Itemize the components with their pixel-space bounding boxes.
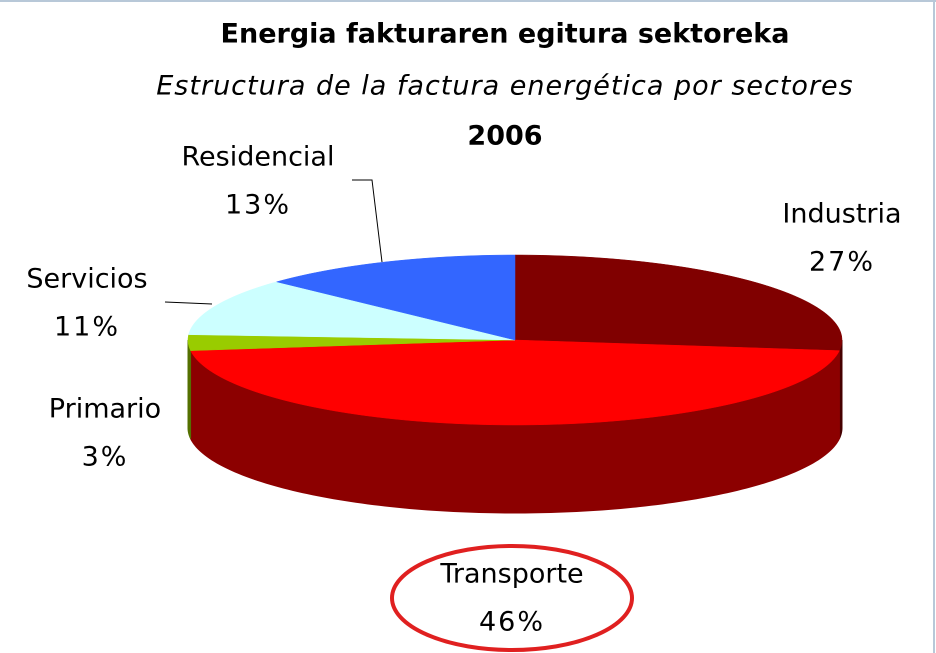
- highlight-ring: [390, 544, 634, 652]
- pie: [187, 254, 843, 514]
- leader-line: [164, 301, 213, 305]
- chart-subtitle: Estructura de la factura energética por …: [156, 71, 853, 102]
- slice-value-label: 3%: [82, 442, 129, 473]
- slice-label: Industria: [782, 199, 901, 230]
- slice-value-label: 13%: [225, 190, 291, 221]
- slice-value-label: 46%: [479, 607, 545, 638]
- chart-year: 2006: [467, 121, 542, 152]
- leader-line: [352, 179, 383, 263]
- slice: [190, 339, 840, 426]
- slice-label: Transporte: [439, 559, 583, 590]
- slice: [276, 254, 516, 341]
- slice-value-label: 27%: [809, 247, 875, 278]
- slice-label: Residencial: [182, 142, 335, 173]
- slice: [188, 281, 516, 341]
- slice-label: Servicios: [26, 264, 147, 295]
- chart-title: Energia fakturaren egitura sektoreka: [221, 19, 790, 50]
- slice-value-label: 11%: [54, 312, 120, 343]
- slice-side: [187, 339, 192, 439]
- slice: [514, 254, 843, 351]
- slice-label: Primario: [49, 394, 161, 425]
- slice: [187, 334, 516, 351]
